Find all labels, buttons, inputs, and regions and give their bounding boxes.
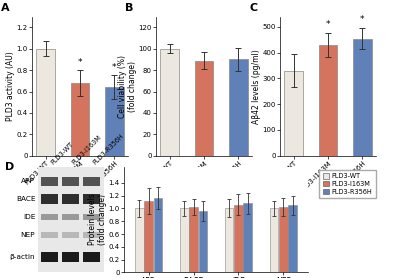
Bar bbox=[62, 177, 79, 185]
Bar bbox=[194, 61, 214, 156]
Bar bbox=[62, 194, 79, 204]
Bar bbox=[83, 194, 100, 204]
Text: APP: APP bbox=[21, 178, 35, 184]
Bar bbox=[41, 177, 58, 185]
Legend: PLD3-WT, PLD3-I163M, PLD3-R356H: PLD3-WT, PLD3-I163M, PLD3-R356H bbox=[319, 170, 376, 198]
Bar bbox=[229, 59, 248, 156]
Text: NEP: NEP bbox=[21, 232, 35, 238]
Bar bbox=[234, 205, 243, 272]
Bar bbox=[105, 87, 124, 156]
Bar bbox=[284, 71, 303, 156]
Bar bbox=[199, 211, 207, 272]
Y-axis label: Protein levels
(fold change): Protein levels (fold change) bbox=[88, 194, 107, 245]
Bar bbox=[41, 214, 58, 220]
Bar bbox=[279, 207, 288, 272]
Bar bbox=[225, 208, 233, 272]
Bar bbox=[83, 232, 100, 238]
Bar bbox=[135, 208, 144, 272]
Bar bbox=[38, 167, 104, 272]
Text: *: * bbox=[78, 58, 82, 67]
Bar bbox=[189, 207, 198, 272]
Bar bbox=[270, 208, 278, 272]
Bar bbox=[83, 177, 100, 185]
Bar bbox=[41, 232, 58, 238]
Text: C: C bbox=[249, 3, 258, 13]
Y-axis label: Cell viability (%)
(fold change): Cell viability (%) (fold change) bbox=[118, 55, 137, 118]
Y-axis label: PLD3 activity (AU): PLD3 activity (AU) bbox=[6, 51, 15, 121]
Text: β-actin: β-actin bbox=[10, 254, 35, 260]
Bar bbox=[70, 83, 90, 156]
Bar bbox=[41, 194, 58, 204]
Bar bbox=[160, 49, 179, 156]
Bar bbox=[288, 205, 297, 272]
Bar bbox=[62, 252, 79, 262]
Bar bbox=[83, 252, 100, 262]
Bar bbox=[180, 208, 188, 272]
Text: A: A bbox=[1, 3, 10, 13]
Text: *: * bbox=[112, 63, 116, 72]
Text: PLD3-WT: PLD3-WT bbox=[50, 141, 74, 166]
Bar bbox=[62, 214, 79, 220]
Text: PLD3-R356H: PLD3-R356H bbox=[92, 133, 125, 166]
Bar bbox=[244, 203, 252, 272]
Text: *: * bbox=[360, 15, 364, 24]
Text: BACE: BACE bbox=[16, 196, 35, 202]
Y-axis label: Aβ42 levels (pg/ml): Aβ42 levels (pg/ml) bbox=[252, 49, 261, 123]
Bar bbox=[41, 252, 58, 262]
Bar bbox=[62, 232, 79, 238]
Bar bbox=[154, 198, 162, 272]
Text: IDE: IDE bbox=[23, 214, 35, 220]
Text: D: D bbox=[6, 162, 15, 172]
Bar bbox=[318, 45, 338, 156]
Text: B: B bbox=[125, 3, 134, 13]
Bar bbox=[353, 39, 372, 156]
Bar bbox=[144, 201, 153, 272]
Bar bbox=[83, 214, 100, 220]
Bar bbox=[36, 49, 55, 156]
Text: PLD3-I163M: PLD3-I163M bbox=[70, 134, 102, 166]
Text: *: * bbox=[326, 20, 330, 29]
